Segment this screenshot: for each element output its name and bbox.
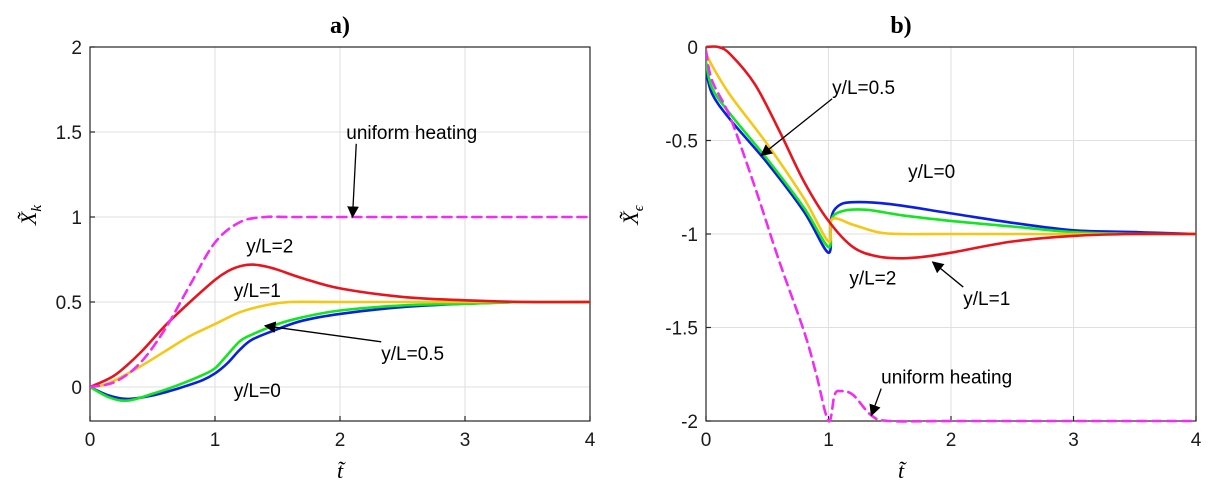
annotation-label: y/L=0.5 [381,344,444,365]
x-tick-label: 3 [1068,430,1079,451]
annotation-label: y/L=1 [234,281,281,302]
panel-b-xlabel: t̃ [898,458,907,483]
y-tick-label: 0 [71,378,82,399]
y-tick-label: 1.5 [56,123,82,144]
panel-b-series [706,45,1196,423]
x-tick-label: 2 [335,430,346,451]
panel-b-ylabel: X̃ϵ [618,204,647,225]
series-line-y-l-2 [706,45,1196,260]
annotation-label: y/L=0 [234,381,281,402]
series-line-uniform-heating [706,49,1196,423]
annotation-label: uniform heating [881,368,1012,389]
series-line-y-l-0 [706,68,1196,255]
y-tick-label: 0 [687,38,698,59]
panel-a: a) X̃k t̃ 0 1 2 3 4 0 0.5 1 1.5 2 uniform heating y… [16,13,596,483]
annotation-label: uniform heating [346,123,477,144]
annotation-arrow [760,98,833,157]
y-tick-label: 0.5 [56,293,82,314]
series-line-y-l-1 [706,51,1196,243]
x-tick-label: 1 [210,430,221,451]
x-tick-label: 1 [823,430,834,451]
panel-a-ylabel: X̃k [16,205,45,226]
annotation-arrow [263,321,382,343]
annotation-arrow [347,143,359,219]
annotation-arrow [869,388,882,417]
y-tick-label: 1 [71,208,82,229]
panel-a-title: a) [330,13,350,39]
x-tick-label: 0 [85,430,96,451]
series-line-uniform-heating [90,215,590,389]
y-tick-label: -2 [681,412,698,433]
y-tick-label: 2 [71,38,82,59]
x-tick-label: 3 [460,430,471,451]
x-tick-label: 0 [701,430,712,451]
panel-a-grid [89,46,591,421]
series-line-y-l-2 [90,263,590,389]
annotation-label: y/L=0 [908,162,955,183]
annotation-label: y/L=0.5 [832,78,895,99]
series-line-y-l-1 [90,300,590,389]
series-line-y-l-0-5 [90,300,590,403]
y-tick-label: -0.5 [665,132,698,153]
panel-a-series [90,215,590,403]
annotation-label: y/L=2 [849,268,896,289]
series-line-y-l-0-5 [706,60,1196,249]
x-tick-label: 4 [585,430,596,451]
panel-b-title: b) [890,13,911,39]
x-tick-label: 4 [1191,430,1202,451]
panel-a-xlabel: t̃ [337,458,346,483]
annotation-label: y/L=2 [246,237,293,258]
annotation-label: y/L=1 [963,289,1010,310]
panel-b: b) X̃ϵ t̃ 0 1 2 3 4 0 -0.5 -1 -1.5 -2 y/L=0.5 y/L=0… [618,13,1202,483]
y-tick-label: -1.5 [665,319,698,340]
y-tick-label: -1 [681,225,698,246]
x-tick-label: 2 [946,430,957,451]
annotation-arrow [931,261,964,288]
